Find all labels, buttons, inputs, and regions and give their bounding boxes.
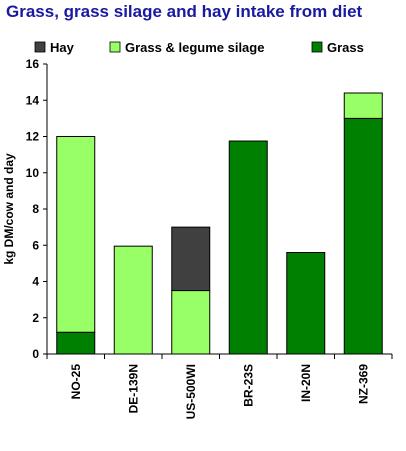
x-axis: NO-25 DE-139N US-500WI BR-23S IN-20N NZ-369 (46, 353, 393, 419)
bar-grass-no-25 (56, 331, 96, 355)
y-tick-label: 8 (32, 202, 39, 216)
legend-swatch (34, 41, 46, 53)
bar-grass-br-23s (228, 140, 268, 355)
y-tick-label: 12 (26, 130, 40, 144)
bar-grass-nz-369 (343, 117, 383, 355)
x-category-label: DE-139N (126, 364, 140, 413)
bar-grass-in-20n (286, 252, 326, 355)
y-tick-label: 4 (32, 275, 39, 289)
y-tick-label: 16 (26, 57, 40, 71)
y-tick-label: 0 (32, 347, 39, 361)
legend-label: Grass (327, 40, 364, 55)
x-category-label: IN-20N (299, 364, 313, 402)
y-axis-label: kg DM/cow and day (2, 153, 16, 265)
bar-grass-legume-silage-no-25 (56, 136, 96, 333)
legend-swatch (311, 41, 323, 53)
y-tick-label: 6 (32, 238, 39, 252)
legend-label: Grass & legume silage (125, 40, 264, 55)
legend-label: Hay (50, 40, 75, 55)
y-tick-label: 14 (26, 93, 40, 107)
y-axis: 0 2 4 6 8 10 12 14 16 (26, 57, 48, 361)
bar-grass-legume-silage-de-139n (113, 245, 153, 355)
bars (56, 92, 383, 355)
legend-swatch (109, 41, 121, 53)
x-category-label: NZ-369 (356, 364, 370, 404)
chart-title: Grass, grass silage and hay intake from … (6, 2, 363, 21)
x-category-label: BR-23S (241, 364, 255, 407)
y-tick-label: 2 (32, 311, 39, 325)
bar-grass-legume-silage-nz-369 (343, 92, 383, 119)
bar-hay-us-500wi (171, 226, 211, 292)
x-category-label: NO-25 (69, 364, 83, 400)
bar-grass-legume-silage-us-500wi (171, 290, 211, 355)
legend: Hay Grass & legume silage Grass (34, 40, 364, 55)
y-tick-label: 10 (26, 166, 40, 180)
x-category-label: US-500WI (184, 364, 198, 419)
